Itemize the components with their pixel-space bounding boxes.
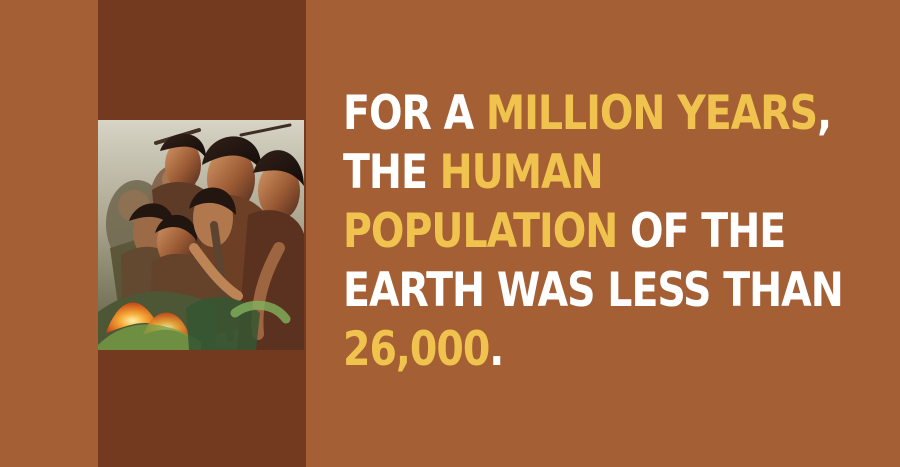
fact-text-highlight: POPULATION	[343, 204, 618, 259]
fact-line-1: FOR A MILLION YEARS,	[343, 84, 832, 143]
prehistoric-people-illustration	[98, 120, 304, 350]
fact-line-5: 26,000.	[343, 320, 780, 379]
fact-line-2: THE HUMAN	[343, 143, 780, 202]
fact-text-white: THE	[343, 145, 440, 200]
fact-punctuation: ,	[817, 86, 832, 141]
fact-line-4: EARTH WAS LESS THAN	[343, 261, 844, 320]
fact-line-3: POPULATION OF THE	[343, 202, 786, 261]
fact-punctuation: .	[489, 322, 504, 377]
fact-text-white: OF THE	[617, 204, 786, 259]
prehistoric-people-image	[98, 120, 304, 350]
fact-text-highlight: MILLION YEARS	[485, 86, 818, 141]
fact-text-highlight: HUMAN	[439, 145, 604, 200]
fact-text-highlight: 26,000	[343, 322, 490, 377]
fact-text-white: EARTH WAS LESS THAN	[343, 263, 844, 318]
fact-text: FOR A MILLION YEARS, THE HUMAN POPULATIO…	[343, 84, 844, 379]
fact-text-white: FOR A	[343, 86, 486, 141]
